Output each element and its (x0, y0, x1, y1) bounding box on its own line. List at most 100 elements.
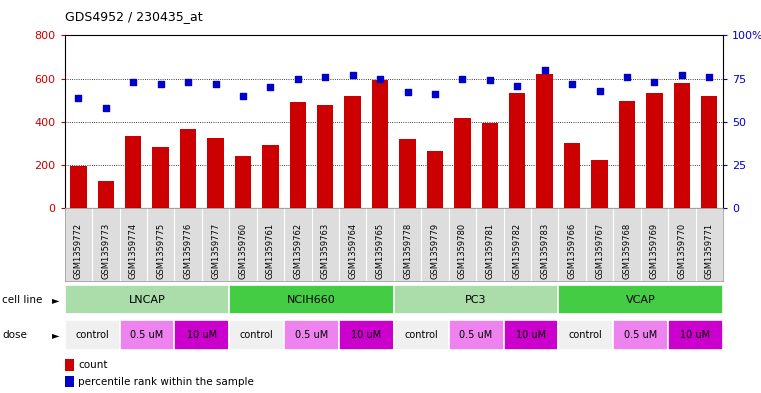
Text: GSM1359775: GSM1359775 (156, 223, 165, 279)
Bar (234, 156, 251, 208)
Bar (504, 320, 559, 350)
Text: 0.5 uM: 0.5 uM (624, 330, 658, 340)
Text: LNCAP: LNCAP (129, 295, 165, 305)
Bar (400, 139, 416, 208)
Bar (65, 359, 75, 371)
Text: control: control (404, 330, 438, 340)
Bar (509, 93, 525, 208)
Point (457, 75, 469, 82)
Text: GSM1359770: GSM1359770 (677, 223, 686, 279)
Bar (317, 105, 333, 208)
Text: GSM1359781: GSM1359781 (486, 223, 495, 279)
Point (676, 72, 688, 78)
Point (703, 74, 715, 80)
Text: GSM1359774: GSM1359774 (129, 223, 138, 279)
Point (648, 79, 661, 85)
Text: cell line: cell line (2, 295, 43, 305)
Point (127, 79, 139, 85)
Point (402, 89, 414, 95)
Bar (559, 285, 723, 314)
Text: count: count (78, 360, 107, 370)
Text: control: control (240, 330, 273, 340)
Point (594, 88, 606, 94)
Point (374, 75, 386, 82)
Bar (646, 93, 663, 208)
Text: dose: dose (2, 330, 27, 340)
Point (72, 94, 84, 101)
Point (237, 93, 249, 99)
Bar (290, 102, 306, 208)
Text: GSM1359778: GSM1359778 (403, 222, 412, 279)
Bar (229, 285, 394, 314)
Bar (174, 320, 229, 350)
Text: GSM1359779: GSM1359779 (431, 223, 439, 279)
Text: GSM1359772: GSM1359772 (74, 223, 83, 279)
Bar (591, 160, 608, 208)
Text: GSM1359762: GSM1359762 (293, 223, 302, 279)
Bar (701, 96, 718, 208)
Text: percentile rank within the sample: percentile rank within the sample (78, 377, 254, 387)
Bar (537, 74, 553, 208)
Text: ►: ► (52, 330, 59, 340)
Text: 10 uM: 10 uM (680, 330, 711, 340)
Bar (284, 320, 339, 350)
Text: 0.5 uM: 0.5 uM (130, 330, 164, 340)
Bar (449, 320, 504, 350)
Bar (339, 320, 394, 350)
Point (209, 81, 221, 87)
Text: NCIH660: NCIH660 (287, 295, 336, 305)
Bar (454, 118, 470, 208)
Text: GSM1359763: GSM1359763 (320, 222, 330, 279)
Text: GSM1359765: GSM1359765 (376, 223, 384, 279)
Bar (372, 80, 388, 208)
Text: GSM1359773: GSM1359773 (101, 222, 110, 279)
Point (539, 67, 551, 73)
Bar (180, 129, 196, 208)
Bar (673, 83, 690, 208)
Bar (152, 147, 169, 208)
Bar (65, 320, 119, 350)
Bar (119, 320, 174, 350)
Bar (394, 285, 559, 314)
Bar (207, 138, 224, 208)
Point (621, 74, 633, 80)
Point (100, 105, 112, 111)
Text: GSM1359760: GSM1359760 (238, 223, 247, 279)
Bar (613, 320, 668, 350)
Bar (97, 181, 114, 208)
Point (429, 91, 441, 97)
Point (346, 72, 358, 78)
Text: GSM1359761: GSM1359761 (266, 223, 275, 279)
Text: GSM1359767: GSM1359767 (595, 222, 604, 279)
Text: 10 uM: 10 uM (186, 330, 217, 340)
Bar (262, 145, 279, 208)
Point (154, 81, 167, 87)
Bar (394, 320, 449, 350)
Text: control: control (75, 330, 109, 340)
Point (511, 83, 524, 89)
Text: GSM1359782: GSM1359782 (513, 223, 522, 279)
Text: GSM1359771: GSM1359771 (705, 223, 714, 279)
Bar (229, 320, 284, 350)
Point (291, 75, 304, 82)
Text: ►: ► (52, 295, 59, 305)
Text: GSM1359783: GSM1359783 (540, 222, 549, 279)
Bar (65, 376, 75, 387)
Text: GSM1359780: GSM1359780 (458, 223, 467, 279)
Text: 10 uM: 10 uM (352, 330, 381, 340)
Point (264, 84, 276, 90)
Text: 10 uM: 10 uM (516, 330, 546, 340)
Bar (482, 123, 498, 208)
Text: GSM1359776: GSM1359776 (183, 222, 193, 279)
Text: GSM1359764: GSM1359764 (349, 223, 357, 279)
Bar (427, 151, 443, 208)
Text: GSM1359768: GSM1359768 (622, 222, 632, 279)
Point (182, 79, 194, 85)
Bar (668, 320, 723, 350)
Text: control: control (569, 330, 603, 340)
Text: GDS4952 / 230435_at: GDS4952 / 230435_at (65, 10, 202, 23)
Text: 0.5 uM: 0.5 uM (460, 330, 492, 340)
Bar (345, 96, 361, 208)
Text: GSM1359766: GSM1359766 (568, 222, 577, 279)
Text: PC3: PC3 (465, 295, 487, 305)
